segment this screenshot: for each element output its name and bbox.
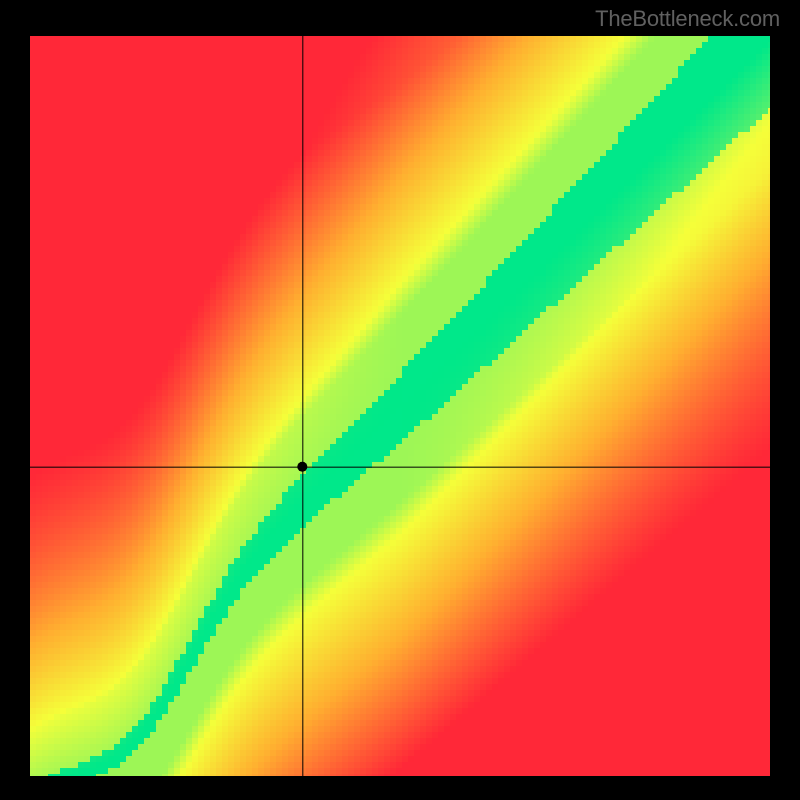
bottleneck-heatmap (30, 36, 770, 776)
watermark-text: TheBottleneck.com (595, 6, 780, 32)
